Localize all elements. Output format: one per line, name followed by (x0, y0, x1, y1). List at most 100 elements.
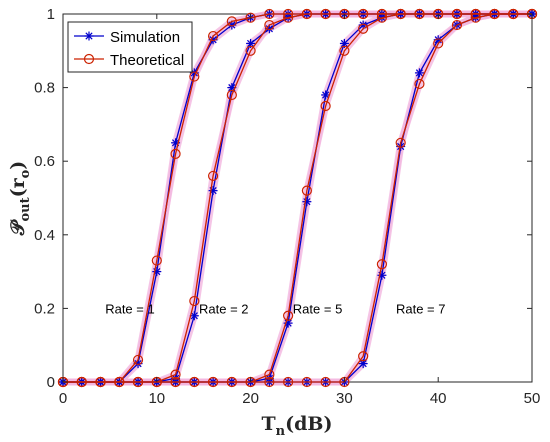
circle-marker (264, 369, 275, 380)
data-point (226, 16, 237, 27)
asterisk-marker-stroke (85, 32, 93, 40)
asterisk-marker-stroke (284, 319, 292, 327)
rate-annotation: Rate = 1 (105, 301, 155, 316)
circle-marker (283, 8, 294, 20)
data-point (114, 376, 125, 388)
series-theoretical (57, 8, 538, 388)
circle-marker (245, 12, 256, 23)
circle-marker (489, 8, 500, 20)
data-point (376, 259, 388, 270)
y-tick-label: 0 (47, 374, 55, 391)
y-tick-label: 0.8 (34, 80, 55, 97)
circle-marker (395, 8, 406, 20)
data-point (376, 8, 388, 20)
asterisk-marker-stroke (359, 359, 367, 368)
curves (57, 8, 538, 388)
data-point (245, 45, 256, 56)
data-point (320, 100, 331, 112)
asterisk-marker-stroke (359, 21, 367, 29)
asterisk-marker-stroke (190, 312, 198, 320)
data-point (320, 8, 331, 20)
circle-marker (414, 8, 425, 20)
data-point (358, 23, 369, 34)
circle-marker (264, 19, 275, 31)
data-point (414, 8, 425, 20)
circle-marker (320, 8, 331, 20)
circle-marker (358, 351, 369, 362)
data-point (207, 30, 219, 42)
data-point (283, 8, 294, 20)
data-point (76, 376, 87, 388)
data-point (321, 90, 331, 100)
asterisk-marker-stroke (415, 69, 424, 77)
y-axis-label-main: 𝒫 (7, 219, 29, 236)
data-point (358, 351, 369, 362)
data-point (414, 78, 425, 90)
data-point (264, 8, 275, 20)
circle-marker (189, 376, 200, 388)
y-axis-label: 𝒫out(ro) (7, 161, 33, 237)
circle-marker (320, 376, 331, 388)
circle-marker (451, 19, 463, 31)
circle-marker (76, 376, 87, 388)
data-point (451, 8, 463, 20)
data-point (226, 376, 237, 388)
circle-marker (132, 354, 144, 366)
x-axis-label: Tn(dB) (262, 413, 333, 439)
y-axis-label-close: ) (7, 161, 29, 170)
circle-marker (395, 137, 406, 148)
y-tick-label: 0.2 (34, 300, 55, 317)
x-tick-label: 10 (148, 390, 165, 407)
x-tick-label: 50 (524, 390, 541, 407)
data-point (170, 376, 181, 388)
circle-marker (207, 170, 219, 182)
data-point (433, 38, 444, 49)
asterisk-marker-stroke (322, 91, 330, 99)
legend-entry-simulation (74, 31, 104, 41)
circle-marker (301, 185, 312, 196)
circle-marker (470, 12, 481, 23)
data-point (339, 45, 350, 56)
circle-marker (376, 12, 388, 23)
data-point (301, 8, 312, 20)
data-point (132, 354, 144, 366)
circle-marker (283, 310, 294, 321)
data-point (207, 376, 219, 388)
circle-marker (264, 376, 275, 388)
data-point (302, 197, 312, 207)
data-point (264, 376, 275, 388)
y-tick-label: 0.4 (34, 227, 55, 244)
legend-entry-theoretical (74, 53, 104, 65)
data-point (189, 71, 200, 82)
circle-marker (264, 8, 275, 20)
data-point (207, 170, 219, 182)
asterisk-marker-stroke (171, 139, 180, 147)
circle-marker (170, 369, 181, 380)
data-point (414, 68, 424, 78)
rate-annotation: Rate = 5 (293, 301, 343, 316)
circle-marker (151, 255, 162, 266)
plot-frame (62, 13, 533, 383)
data-point (283, 310, 294, 321)
circle-marker (301, 376, 312, 388)
circle-marker (207, 376, 219, 388)
circle-marker (95, 376, 106, 388)
circle-marker (376, 8, 388, 20)
data-point (489, 8, 500, 20)
data-point (264, 369, 275, 380)
x-axis-label-subscript: n (276, 424, 286, 439)
asterisk-marker-stroke (434, 36, 442, 44)
data-point (395, 8, 406, 20)
x-tick-label: 40 (430, 390, 447, 407)
data-point (508, 8, 519, 20)
data-point (245, 12, 256, 23)
circle-marker (189, 71, 200, 82)
circle-marker (170, 376, 181, 388)
data-point (264, 19, 275, 31)
data-point (451, 19, 463, 31)
circle-marker (170, 148, 181, 159)
data-point (95, 376, 106, 388)
data-point (301, 185, 312, 196)
asterisk-marker-stroke (228, 21, 236, 29)
